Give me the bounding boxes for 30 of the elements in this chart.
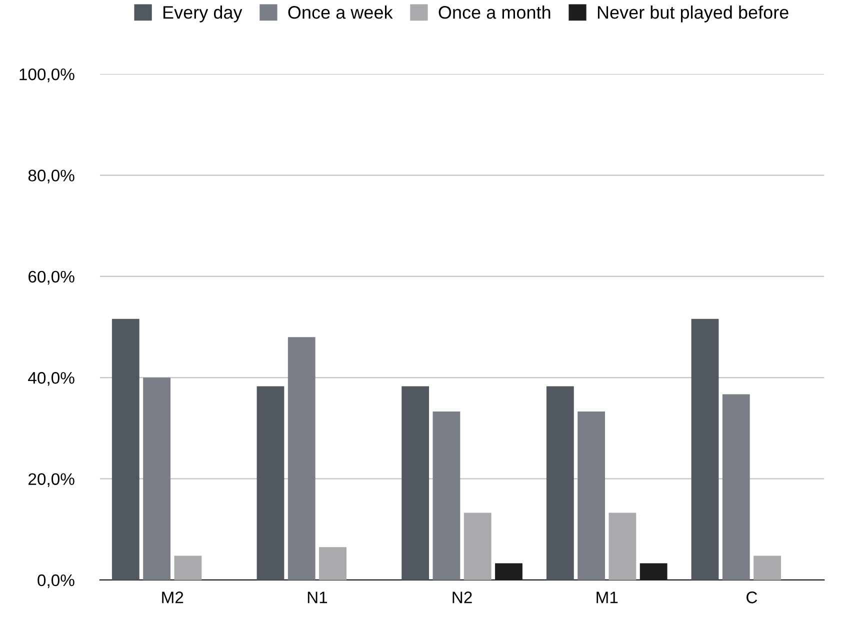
bar: [608, 512, 636, 580]
bar: [143, 378, 170, 580]
x-tick-label: N1: [308, 592, 328, 604]
x-tick-label: M1: [596, 592, 618, 604]
bar: [112, 318, 140, 580]
y-tick-label: 40,0%: [28, 372, 74, 386]
legend-label: Every day: [163, 6, 242, 22]
y-tick-label: 20,0%: [28, 473, 74, 487]
bar: [256, 386, 284, 580]
bar: [754, 556, 781, 580]
x-tick-label: N2: [452, 592, 472, 604]
bar: [546, 386, 574, 580]
x-tick-label: C: [746, 592, 758, 604]
bar: [288, 337, 316, 580]
bar: [464, 512, 492, 580]
legend-label: Once a month: [438, 6, 550, 19]
bar: [578, 412, 606, 580]
bar: [319, 547, 346, 580]
legend-label: Never but played before: [598, 6, 788, 22]
y-tick-label: 80,0%: [28, 170, 74, 184]
x-tick-label: M2: [162, 592, 184, 604]
bar: [722, 394, 750, 580]
legend-label: Once a week: [288, 6, 393, 19]
bar: [432, 412, 460, 580]
bar: [174, 556, 202, 580]
y-tick-label: 100,0%: [20, 68, 74, 82]
bar: [691, 318, 719, 580]
y-tick-label: 0,0%: [38, 574, 74, 588]
y-tick-label: 60,0%: [28, 270, 74, 285]
bar: [402, 386, 430, 580]
